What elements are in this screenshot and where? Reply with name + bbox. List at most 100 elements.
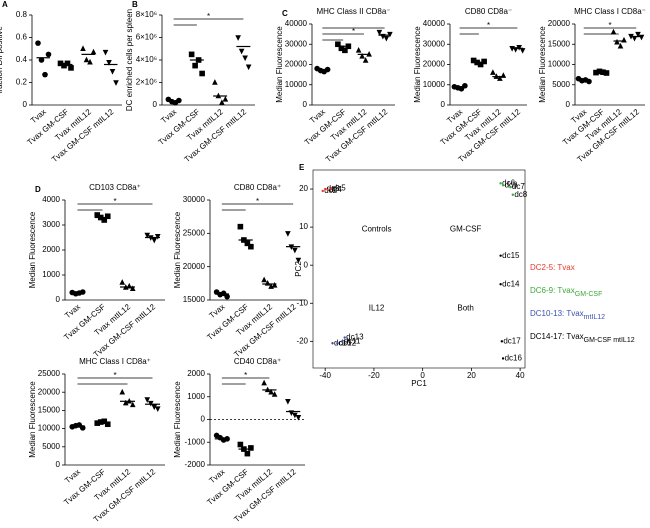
data-point	[64, 60, 71, 67]
x-tick-label: 0	[420, 371, 425, 380]
data-point	[323, 187, 327, 191]
data-point	[499, 254, 502, 257]
data-point	[321, 189, 324, 193]
data-point	[355, 46, 362, 53]
x-tick-label: Tvax	[63, 467, 82, 485]
y-tick-label: 0	[153, 100, 158, 109]
data-point	[238, 48, 245, 55]
y-tick-label: 0	[441, 100, 446, 109]
y-tick-label: 0	[303, 100, 308, 109]
quadrant-label: IL12	[369, 304, 385, 313]
data-point	[285, 399, 291, 405]
data-point	[477, 61, 484, 68]
point-label: dc3	[327, 184, 340, 193]
data-point	[222, 96, 229, 102]
x-tick-label: 40	[516, 371, 525, 380]
data-point	[237, 441, 244, 448]
data-point	[268, 388, 274, 395]
y-axis-label: Median Fluorescence	[275, 26, 284, 103]
x-tick-label: Tvax	[207, 302, 226, 320]
data-point	[80, 45, 86, 51]
data-point	[614, 38, 620, 45]
quadrant-label: GM-CSF	[450, 225, 482, 234]
data-point	[638, 34, 645, 41]
legend-entry: DC6-9: TvaxGM-CSF	[530, 286, 602, 298]
y-tick-label: 2000	[187, 369, 205, 378]
point-label: dc15	[502, 251, 520, 260]
y-tick-label: 0	[304, 260, 309, 269]
data-point	[235, 35, 241, 41]
data-point	[90, 48, 97, 55]
data-point	[511, 193, 515, 196]
significance-star: *	[352, 27, 355, 36]
panel-label: D	[35, 185, 41, 194]
y-tick-label: 5000	[42, 442, 60, 451]
data-point	[359, 53, 365, 59]
data-point	[342, 47, 348, 54]
data-point	[199, 70, 205, 77]
data-point	[499, 182, 502, 185]
point-label: dc8	[514, 190, 527, 199]
data-point	[101, 418, 108, 425]
data-point	[129, 401, 136, 408]
data-point	[97, 419, 104, 425]
point-label: dc5	[333, 183, 346, 192]
data-point	[617, 42, 624, 49]
data-point	[383, 35, 390, 42]
significance-star: *	[487, 21, 490, 30]
y-tick-label: 10000	[285, 80, 308, 89]
y-tick-label: 5000	[552, 80, 570, 89]
y-tick-label: 30000	[423, 39, 446, 48]
y-tick-label: -20	[296, 336, 308, 345]
data-point	[45, 51, 52, 58]
y-tick-label: 0.4	[16, 55, 28, 64]
data-point	[192, 62, 198, 69]
point-label: dc16	[505, 354, 523, 363]
data-point	[245, 64, 252, 71]
y-tick-label: 0	[56, 460, 61, 469]
data-point	[151, 404, 158, 411]
data-point	[119, 388, 126, 395]
data-point	[144, 232, 151, 239]
point-label: dc7	[512, 182, 525, 191]
data-point	[79, 289, 86, 295]
y-tick-label: 0	[23, 100, 28, 109]
data-point	[326, 188, 329, 191]
data-point	[271, 281, 278, 288]
data-point	[35, 40, 41, 46]
point-label: dc9	[505, 180, 518, 189]
y-axis-label: Median Fluorescence	[173, 211, 182, 288]
chart-title: MHC Class I CD8a⁻	[574, 7, 646, 16]
data-point	[596, 68, 603, 75]
y-tick-label: 10000	[548, 60, 571, 69]
data-point	[336, 342, 339, 345]
y-tick-label: -2000	[185, 460, 206, 469]
y-tick-label: 0	[201, 415, 206, 424]
y-tick-label: 20000	[285, 60, 308, 69]
point-label: dc11	[344, 336, 361, 345]
significance-star: *	[113, 197, 116, 206]
y-axis-label: PC2	[294, 261, 303, 277]
x-tick-label: 20	[467, 371, 476, 380]
data-point	[292, 247, 298, 254]
legend-subscript: mtIL12	[584, 314, 606, 321]
significance-star: *	[256, 197, 259, 206]
y-axis-label: Median Fluorescence	[28, 381, 37, 458]
y-axis-label: fraction DiI positive	[0, 26, 4, 94]
y-tick-label: 30000	[285, 39, 308, 48]
significance-star: *	[244, 371, 247, 380]
y-tick-label: 40000	[285, 19, 308, 28]
data-point	[248, 445, 254, 451]
data-point	[119, 279, 126, 285]
data-point	[244, 450, 251, 457]
panel-label: E	[299, 163, 305, 172]
data-point	[338, 45, 345, 52]
data-point	[126, 282, 133, 289]
data-point	[154, 406, 161, 412]
data-point	[154, 234, 161, 240]
data-point	[295, 257, 302, 264]
data-point	[462, 82, 468, 89]
data-point	[490, 69, 496, 75]
x-tick-label: Tvax	[159, 107, 178, 125]
legend-name: DC14-17: Tvax	[530, 332, 584, 341]
